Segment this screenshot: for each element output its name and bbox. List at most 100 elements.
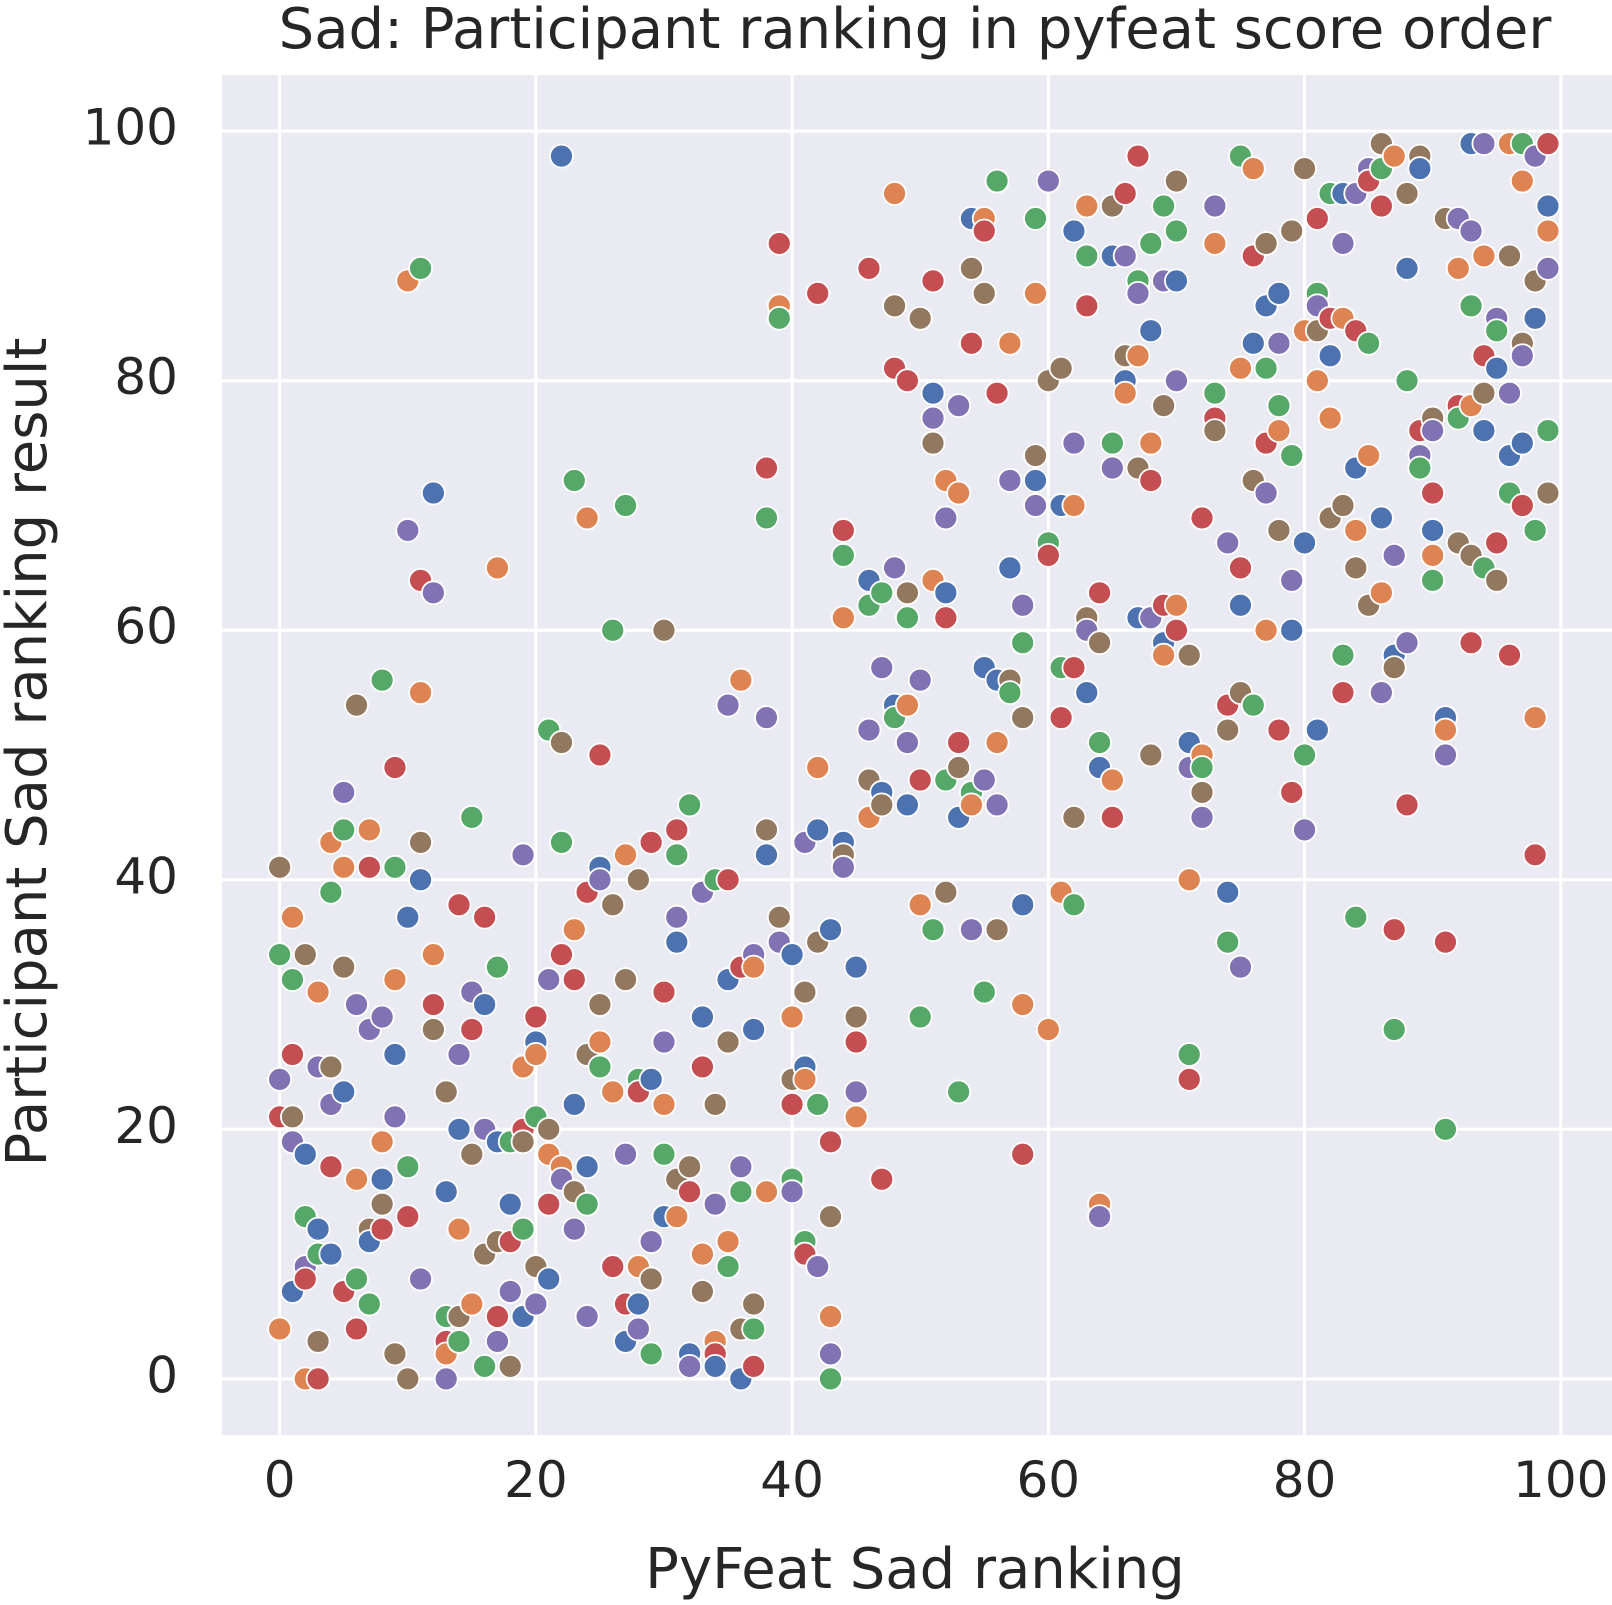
x-tick-label: 40 bbox=[760, 1451, 824, 1509]
data-point bbox=[318, 1241, 344, 1267]
data-point bbox=[1458, 218, 1484, 244]
y-tick-label: 100 bbox=[83, 99, 178, 157]
data-point bbox=[1266, 280, 1292, 306]
data-point bbox=[741, 954, 767, 980]
data-point bbox=[369, 1216, 395, 1242]
data-point bbox=[1253, 355, 1279, 381]
data-point bbox=[664, 842, 690, 868]
data-point bbox=[625, 1291, 651, 1317]
data-point bbox=[1087, 630, 1112, 656]
data-point bbox=[1420, 480, 1446, 506]
data-point bbox=[574, 505, 600, 531]
data-point bbox=[1279, 218, 1305, 244]
data-point bbox=[830, 854, 856, 880]
data-point bbox=[1151, 393, 1177, 419]
data-point bbox=[600, 892, 626, 918]
data-point bbox=[1497, 380, 1522, 406]
data-point bbox=[1484, 530, 1510, 556]
data-point bbox=[267, 1067, 293, 1092]
data-point bbox=[600, 617, 626, 643]
data-point bbox=[946, 480, 972, 506]
data-point bbox=[1189, 755, 1215, 780]
data-point bbox=[1471, 418, 1497, 443]
data-point bbox=[292, 1266, 318, 1292]
data-point bbox=[1164, 592, 1189, 618]
data-point bbox=[1420, 567, 1446, 593]
data-point bbox=[1535, 255, 1561, 281]
data-point bbox=[395, 518, 421, 543]
data-point bbox=[959, 917, 984, 943]
data-point bbox=[933, 580, 959, 606]
data-point bbox=[1151, 193, 1177, 219]
data-point bbox=[1535, 418, 1561, 443]
data-point bbox=[1010, 892, 1036, 918]
data-point bbox=[1433, 742, 1458, 768]
data-point bbox=[1445, 255, 1471, 281]
data-point bbox=[894, 792, 920, 818]
data-point bbox=[946, 730, 972, 755]
data-point bbox=[651, 1091, 677, 1117]
data-point bbox=[1471, 131, 1497, 157]
data-point bbox=[1343, 518, 1369, 543]
y-tick-labels: 0 20 40 60 80 100 bbox=[83, 99, 178, 1405]
data-point bbox=[587, 742, 613, 768]
data-point bbox=[1099, 767, 1125, 793]
data-point bbox=[638, 1341, 664, 1367]
data-point bbox=[369, 1004, 395, 1030]
data-point bbox=[485, 1329, 510, 1354]
data-point bbox=[830, 518, 856, 543]
data-point bbox=[1189, 804, 1215, 830]
data-point bbox=[1240, 692, 1266, 718]
data-point bbox=[638, 1266, 664, 1292]
data-point bbox=[1125, 343, 1151, 369]
data-point bbox=[497, 1191, 523, 1217]
data-point bbox=[280, 1042, 305, 1067]
data-point bbox=[894, 605, 920, 631]
data-point bbox=[613, 493, 638, 518]
data-point bbox=[1074, 293, 1100, 319]
data-point bbox=[830, 605, 856, 631]
data-point bbox=[651, 1029, 677, 1055]
data-point bbox=[1061, 804, 1087, 830]
data-point bbox=[1330, 493, 1356, 518]
data-point bbox=[1215, 717, 1241, 743]
data-point bbox=[356, 854, 382, 880]
data-point bbox=[1420, 542, 1446, 568]
data-point bbox=[459, 1291, 485, 1317]
data-point bbox=[549, 942, 574, 968]
data-point bbox=[1484, 318, 1510, 344]
y-tick-label: 40 bbox=[114, 847, 178, 905]
data-point bbox=[1356, 330, 1381, 356]
data-point bbox=[536, 967, 562, 992]
data-point bbox=[433, 1079, 459, 1105]
data-point bbox=[677, 1154, 703, 1180]
data-point bbox=[984, 168, 1010, 194]
data-point bbox=[420, 480, 446, 506]
data-point bbox=[344, 1166, 369, 1192]
data-point bbox=[1010, 992, 1036, 1017]
data-point bbox=[997, 468, 1023, 493]
data-point bbox=[1240, 156, 1266, 181]
y-tick-label: 60 bbox=[114, 598, 178, 656]
data-point bbox=[869, 580, 895, 606]
data-point bbox=[754, 817, 779, 843]
data-point bbox=[1138, 742, 1164, 768]
data-point bbox=[267, 854, 293, 880]
data-point bbox=[907, 892, 933, 918]
data-point bbox=[1253, 617, 1279, 643]
data-point bbox=[549, 829, 574, 855]
data-point bbox=[523, 1291, 549, 1317]
data-point bbox=[459, 1141, 485, 1167]
data-point bbox=[1407, 455, 1433, 481]
data-point bbox=[1535, 131, 1561, 157]
data-point bbox=[1010, 592, 1036, 618]
data-point bbox=[1176, 642, 1202, 668]
data-point bbox=[1164, 368, 1189, 394]
data-point bbox=[356, 817, 382, 843]
data-point bbox=[1061, 655, 1087, 681]
data-point bbox=[1215, 929, 1241, 955]
data-point bbox=[971, 218, 997, 244]
data-point bbox=[318, 1054, 344, 1080]
data-point bbox=[1420, 518, 1446, 543]
data-point bbox=[1369, 580, 1394, 606]
